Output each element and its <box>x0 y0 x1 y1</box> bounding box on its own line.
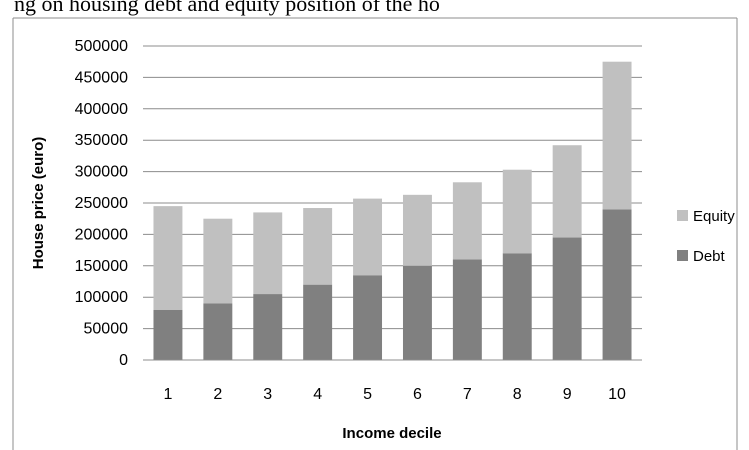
x-tick-label: 7 <box>463 386 472 403</box>
x-tick-label: 8 <box>513 386 522 403</box>
y-tick-label: 250000 <box>75 195 128 212</box>
y-tick-label: 450000 <box>75 69 128 86</box>
y-tick-label: 200000 <box>75 226 128 243</box>
x-tick-labels: 1 2 3 4 5 6 7 8 9 10 <box>163 386 626 403</box>
y-axis-title: House price (euro) <box>30 137 47 270</box>
x-tick-label: 10 <box>608 386 626 403</box>
bar-equity-9 <box>552 145 582 238</box>
bar-debt-4 <box>303 284 333 360</box>
y-tick-label: 300000 <box>75 164 128 181</box>
x-tick-label: 1 <box>163 386 172 403</box>
bar-equity-4 <box>303 208 333 285</box>
x-tick-label: 4 <box>313 386 322 403</box>
legend-swatch-equity <box>677 210 688 221</box>
y-tick-label: 50000 <box>84 321 129 338</box>
bar-debt-3 <box>253 294 283 360</box>
x-tick-label: 9 <box>563 386 572 403</box>
bar-equity-1 <box>153 206 183 310</box>
bar-equity-2 <box>203 218 233 304</box>
y-tick-label: 350000 <box>75 132 128 149</box>
bar-equity-6 <box>402 194 432 266</box>
y-tick-label: 150000 <box>75 258 128 275</box>
bar-debt-6 <box>402 265 432 360</box>
bar-debt-5 <box>353 275 383 360</box>
x-tick-label: 5 <box>363 386 372 403</box>
y-tick-label: 500000 <box>75 38 128 55</box>
bar-equity-7 <box>452 182 482 260</box>
bar-equity-3 <box>253 212 283 295</box>
bar-debt-8 <box>502 253 532 360</box>
y-tick-label: 100000 <box>75 289 128 306</box>
x-tick-label: 3 <box>263 386 272 403</box>
bar-debt-2 <box>203 303 233 360</box>
bar-equity-5 <box>353 198 383 276</box>
x-tick-label: 2 <box>213 386 222 403</box>
y-tick-labels: 0 50000 100000 150000 200000 250000 300000 3500… <box>75 38 128 369</box>
bar-debt-1 <box>153 309 183 360</box>
caption-text: ng on housing debt and equity position o… <box>14 0 440 16</box>
y-tick-label: 400000 <box>75 101 128 118</box>
x-tick-label: 6 <box>413 386 422 403</box>
y-tick-label: 0 <box>119 352 128 369</box>
legend-swatch-debt <box>677 250 688 261</box>
bar-debt-10 <box>602 209 632 360</box>
bars <box>153 61 632 360</box>
bar-equity-8 <box>502 169 532 254</box>
x-axis-title: Income decile <box>342 425 441 442</box>
bar-equity-10 <box>602 61 632 210</box>
bar-debt-7 <box>452 259 482 360</box>
legend-label-debt: Debt <box>693 248 726 265</box>
legend: Equity Debt <box>677 208 735 265</box>
bar-debt-9 <box>552 237 582 360</box>
legend-label-equity: Equity <box>693 208 735 225</box>
